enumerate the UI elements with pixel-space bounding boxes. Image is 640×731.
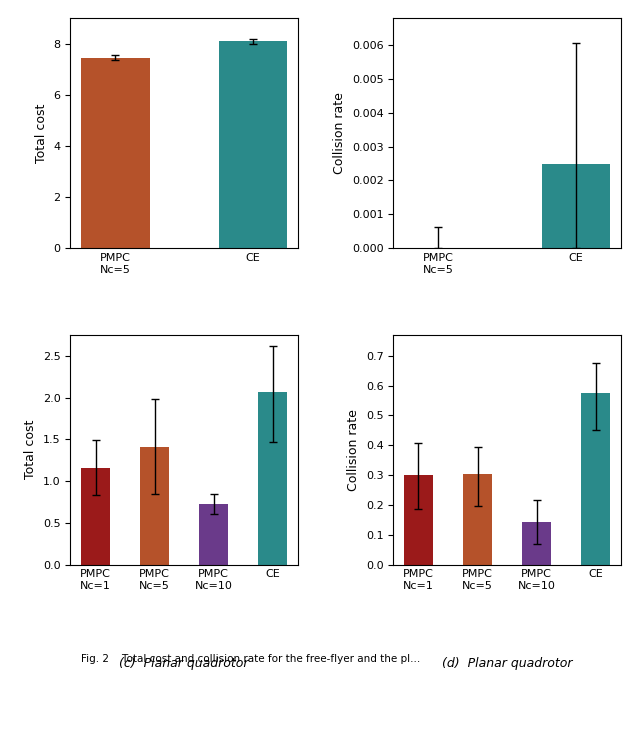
Bar [199,504,228,564]
Bar [404,475,433,564]
Text: (d)  Planar quadrotor: (d) Planar quadrotor [442,656,572,670]
Text: (b)  Free-flyer: (b) Free-flyer [464,340,550,353]
Bar [219,41,287,248]
Y-axis label: Total cost: Total cost [35,104,48,163]
Bar [258,392,287,564]
Bar [463,474,492,564]
Y-axis label: Collision rate: Collision rate [333,92,346,174]
Bar [81,58,150,248]
Text: (a)  Free-flyer: (a) Free-flyer [141,340,227,353]
Bar [522,522,552,564]
Bar [81,468,110,564]
Bar [581,393,611,564]
Y-axis label: Collision rate: Collision rate [348,409,360,491]
Bar [541,164,611,248]
Text: Fig. 2    Total cost and collision rate for the free-flyer and the pl...: Fig. 2 Total cost and collision rate for… [81,654,420,664]
Bar [140,447,170,564]
Y-axis label: Total cost: Total cost [24,420,37,480]
Text: (c)  Planar quadrotor: (c) Planar quadrotor [120,656,249,670]
